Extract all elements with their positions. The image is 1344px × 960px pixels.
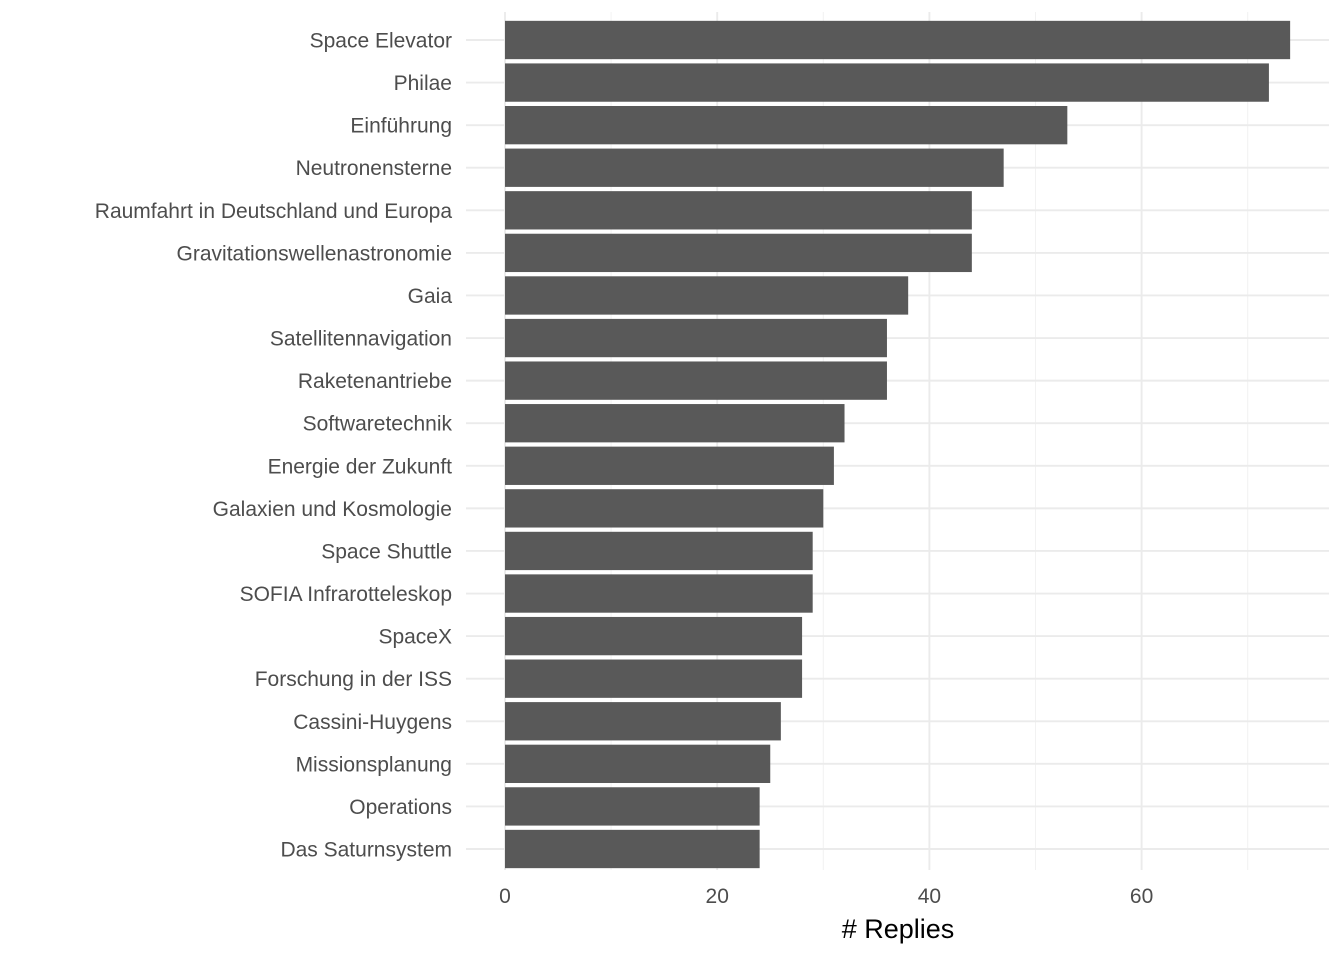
category-label: Neutronensterne (296, 157, 452, 180)
bar (505, 446, 834, 485)
category-label: Space Elevator (310, 30, 452, 53)
bar (505, 233, 972, 273)
category-label: Space Shuttle (321, 540, 452, 563)
bar (505, 744, 771, 784)
x-tick-label: 20 (706, 885, 729, 908)
bar (505, 404, 845, 443)
bar (505, 191, 972, 230)
x-axis-title: # Replies (842, 914, 955, 944)
bar (505, 318, 887, 358)
category-label: SOFIA Infrarotteleskop (240, 583, 452, 606)
bar (505, 148, 1004, 187)
category-label: Operations (349, 796, 452, 819)
category-label: Gaia (408, 285, 453, 308)
bar (505, 787, 760, 826)
x-tick-label: 40 (918, 885, 941, 908)
category-label: Satellitennavigation (270, 328, 452, 351)
bars (505, 20, 1291, 869)
bar (505, 276, 909, 315)
bar (505, 531, 813, 571)
bar (505, 63, 1269, 102)
bar (505, 361, 887, 400)
category-label: Energie der Zukunft (268, 455, 453, 478)
category-labels: Space Elevator Philae Einführung Neutronens… (95, 30, 453, 862)
bar (505, 659, 803, 698)
category-label: Gravitationswellenastronomie (177, 242, 452, 265)
category-label: Softwaretechnik (303, 413, 453, 436)
category-label: Missionsplanung (296, 753, 452, 776)
category-label: Raketenantriebe (298, 370, 452, 393)
bar (505, 829, 760, 869)
bar (505, 702, 781, 741)
x-tick-label: 0 (499, 885, 511, 908)
category-label: Philae (394, 72, 452, 95)
x-axis-ticks: 0 20 40 60 (499, 885, 1153, 908)
category-label: SpaceX (378, 626, 452, 649)
bar (505, 616, 803, 656)
bar (505, 574, 813, 613)
category-label: Galaxien und Kosmologie (213, 498, 452, 521)
category-label: Cassini-Huygens (293, 711, 452, 734)
category-label: Einführung (350, 115, 452, 138)
category-label: Raumfahrt in Deutschland und Europa (95, 200, 453, 223)
bar (505, 105, 1068, 145)
category-label: Forschung in der ISS (255, 668, 452, 691)
bar (505, 20, 1291, 60)
bar (505, 489, 824, 528)
category-label: Das Saturnsystem (280, 839, 452, 862)
x-tick-label: 60 (1130, 885, 1153, 908)
